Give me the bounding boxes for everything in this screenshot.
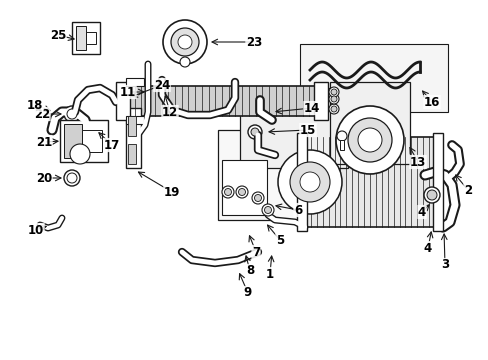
Text: 24: 24	[154, 78, 170, 91]
Bar	[64, 124, 82, 158]
Bar	[86, 32, 96, 44]
Circle shape	[328, 94, 338, 104]
Circle shape	[289, 162, 329, 202]
Circle shape	[299, 172, 319, 192]
Text: 22: 22	[34, 108, 50, 121]
Bar	[116, 82, 130, 120]
Bar	[432, 133, 442, 231]
Bar	[126, 116, 143, 124]
Bar	[296, 133, 306, 231]
Circle shape	[251, 192, 264, 204]
Bar	[329, 82, 409, 164]
Circle shape	[180, 57, 190, 67]
Text: 16: 16	[423, 95, 439, 108]
Circle shape	[247, 125, 262, 139]
Text: 20: 20	[36, 171, 52, 185]
Bar	[313, 82, 327, 120]
Text: 25: 25	[50, 28, 66, 41]
Circle shape	[262, 204, 273, 216]
Text: 18: 18	[27, 99, 43, 112]
Circle shape	[64, 170, 80, 186]
Circle shape	[224, 189, 231, 195]
Bar	[240, 88, 347, 168]
Circle shape	[426, 190, 436, 200]
Bar	[76, 26, 86, 50]
Text: 21: 21	[36, 135, 52, 149]
Text: 19: 19	[163, 185, 180, 198]
Circle shape	[250, 128, 259, 136]
Circle shape	[330, 106, 336, 112]
Circle shape	[347, 118, 391, 162]
Bar	[305, 137, 434, 227]
Circle shape	[254, 194, 261, 202]
Circle shape	[238, 189, 245, 195]
Circle shape	[171, 28, 199, 56]
Bar	[126, 108, 141, 168]
Text: 5: 5	[275, 234, 284, 247]
Text: 6: 6	[293, 203, 302, 216]
Bar	[126, 78, 143, 86]
Bar	[60, 120, 108, 162]
Bar	[72, 22, 100, 54]
Circle shape	[328, 87, 338, 97]
Text: 7: 7	[251, 246, 260, 258]
Text: 4: 4	[417, 206, 425, 219]
Circle shape	[328, 104, 338, 114]
Text: 11: 11	[120, 86, 136, 99]
Bar	[128, 116, 136, 136]
Bar	[82, 130, 102, 152]
Text: 14: 14	[303, 102, 320, 114]
Text: 4: 4	[423, 242, 431, 255]
Bar	[222, 160, 266, 215]
Text: 15: 15	[299, 123, 316, 136]
Circle shape	[222, 186, 234, 198]
Circle shape	[330, 96, 336, 102]
Circle shape	[278, 150, 341, 214]
Circle shape	[178, 35, 192, 49]
Circle shape	[336, 131, 346, 141]
Bar	[218, 130, 357, 220]
Text: 23: 23	[245, 36, 262, 49]
Circle shape	[330, 89, 336, 95]
Text: 1: 1	[265, 267, 273, 280]
Text: 8: 8	[245, 265, 254, 278]
Bar	[339, 140, 343, 150]
Bar	[299, 44, 447, 112]
Circle shape	[163, 20, 206, 64]
Circle shape	[423, 187, 439, 203]
Circle shape	[64, 106, 80, 122]
Circle shape	[335, 106, 403, 174]
Circle shape	[357, 128, 381, 152]
Text: 2: 2	[463, 184, 471, 197]
Circle shape	[70, 144, 90, 164]
Text: 10: 10	[28, 224, 44, 237]
Circle shape	[236, 186, 247, 198]
Bar	[128, 86, 315, 116]
Text: 13: 13	[409, 156, 425, 168]
Circle shape	[264, 207, 271, 213]
Circle shape	[67, 173, 77, 183]
Bar	[128, 144, 136, 164]
Text: 9: 9	[244, 287, 252, 300]
Text: 12: 12	[162, 105, 178, 118]
Text: 17: 17	[103, 139, 120, 152]
Text: 3: 3	[440, 258, 448, 271]
Circle shape	[67, 109, 77, 119]
